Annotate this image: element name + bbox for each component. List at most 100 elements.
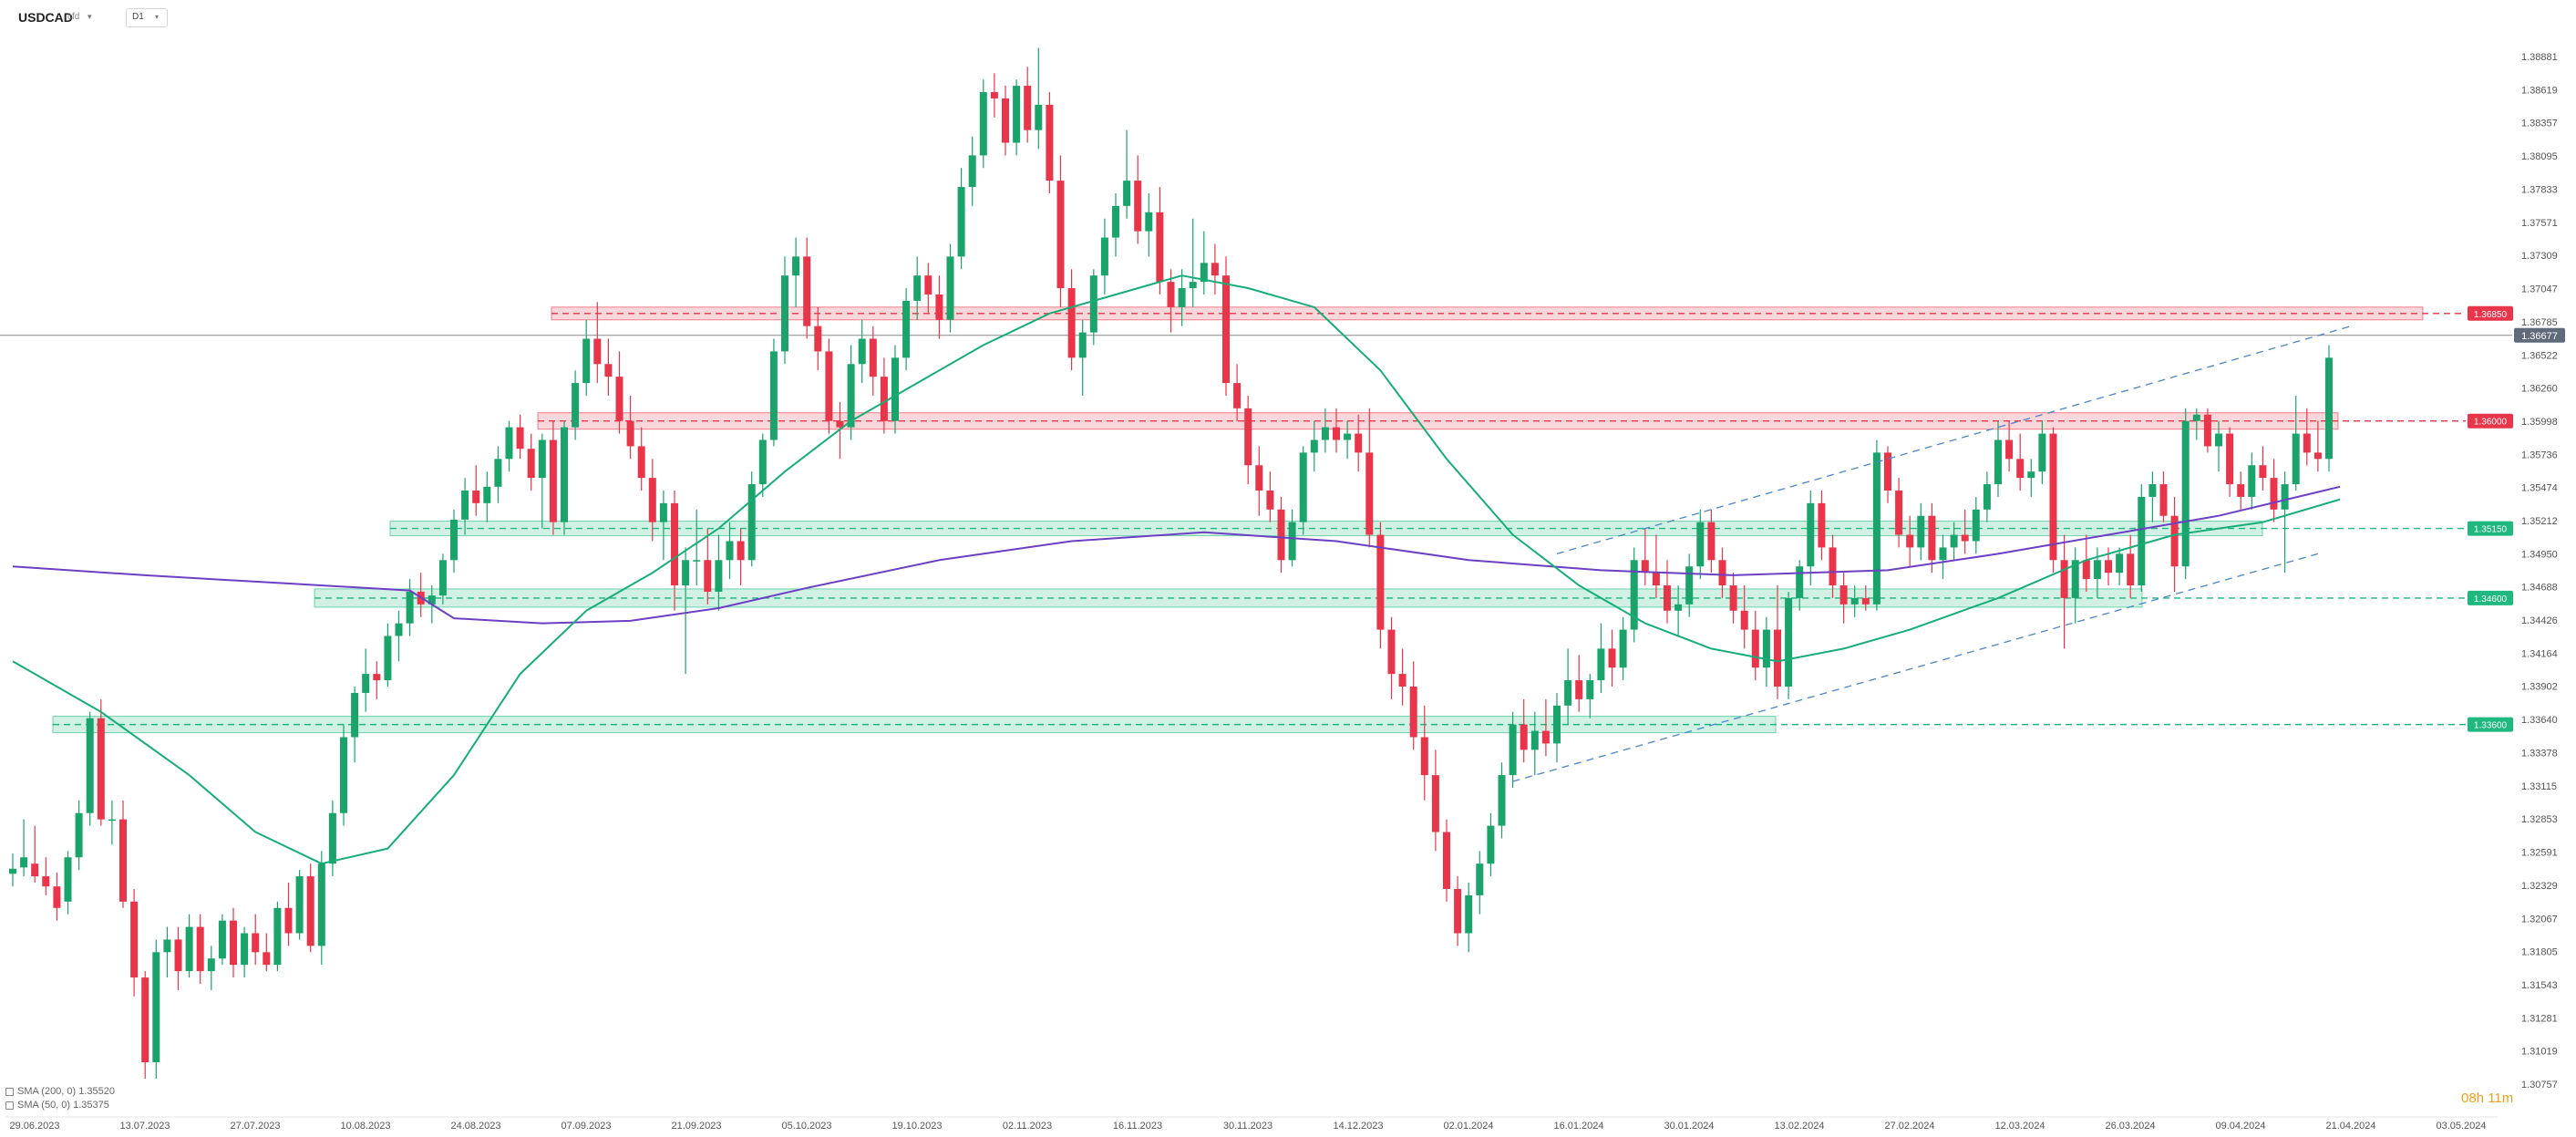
x-tick-label: 03.05.2024 [2436,1121,2486,1132]
sma200-line [12,485,2341,625]
candle-body [538,439,546,479]
candle-body [1917,515,1925,548]
x-tick-label: 13.02.2024 [1774,1121,1824,1132]
legend-row[interactable]: SMA (200, 0) 1.35520 [5,1085,115,1099]
level-badge-label: 1.36850 [2474,310,2508,320]
candle-body [31,863,39,877]
y-tick-label: 1.31019 [2521,1047,2558,1058]
y-tick-label: 1.33115 [2521,781,2557,792]
x-tick-label: 02.01.2024 [1443,1121,1493,1132]
y-tick-label: 1.38357 [2521,119,2558,129]
candle-body [604,364,613,377]
candle-body [1431,775,1439,832]
y-tick-label: 1.38095 [2521,151,2558,162]
symbol-label[interactable]: USDCAD [18,10,73,25]
candle-body [1454,888,1462,934]
y-tick-label: 1.31805 [2521,947,2558,958]
candle-body [295,876,304,934]
x-tick-label: 29.06.2023 [9,1121,59,1132]
candle-body [2237,484,2245,497]
candle-body [671,502,678,586]
candle-body [1553,705,1561,744]
candle-body [572,383,580,428]
y-tick-label: 1.37571 [2521,218,2558,229]
candle-body [328,812,336,864]
indicator-lines [12,274,2352,865]
candle-body [2127,553,2135,586]
candle-body [461,490,469,520]
candle-body [2016,459,2025,479]
candle-body [1619,629,1627,668]
x-tick-label: 30.01.2024 [1664,1121,1714,1132]
candle-body [2071,560,2079,598]
candle-body [1002,98,1009,143]
candle-body [1861,597,1870,605]
x-tick-label: 24.08.2023 [450,1121,500,1132]
candle-body [2181,420,2190,567]
price-axis: 1.38881 1.38619 1.38357 1.38095 1.37833 1.375… [2468,52,2565,1090]
candle-body [1762,629,1770,668]
x-tick-label: 05.10.2023 [781,1121,831,1132]
countdown-minutes: 11m [2488,1090,2514,1106]
candle-body [273,907,282,966]
timeframe-label: D1 [132,12,144,22]
y-tick-label: 1.31281 [2521,1013,2558,1024]
candle-body [2203,414,2211,447]
x-tick-label: 21.09.2023 [671,1121,721,1132]
candle-body [637,446,645,479]
y-tick-label: 1.30757 [2521,1080,2558,1090]
candle-body [593,338,602,365]
candle-body [549,439,557,522]
candle-body [891,357,899,421]
level-zone [52,716,1777,734]
y-tick-label: 1.32067 [2521,914,2558,925]
candle-body [1652,573,1660,586]
level-badge-label: 1.35150 [2474,525,2508,535]
x-tick-label: 26.03.2024 [2105,1121,2155,1132]
candle-body [858,338,866,365]
settings-icon[interactable] [5,1088,14,1096]
candle-body [196,926,204,972]
candle-body [659,502,667,522]
candle-body [2060,560,2068,598]
chart-toolbar: USDCAD cfd ▾ D1 ▾ [0,0,2576,36]
candle-body [1939,547,1947,561]
candle-body [1420,737,1428,776]
candle-body [648,478,656,522]
settings-icon[interactable] [5,1101,14,1110]
candle-body [682,560,690,586]
candle-body [1476,863,1484,895]
candle-body [1035,104,1043,130]
chevron-down-icon[interactable]: ▾ [88,12,92,21]
candle-body [527,449,535,479]
candle-body [1608,648,1616,668]
candle-body [1807,502,1815,567]
y-tick-label: 1.37309 [2521,251,2558,262]
candle-body [1089,275,1097,333]
y-tick-label: 1.36260 [2521,384,2558,395]
candle-body [1443,832,1450,889]
candle-body [968,155,976,188]
candle-body [1498,775,1506,826]
candle-body [130,901,139,978]
candle-body [306,876,314,946]
candle-body [207,958,215,972]
candle-body [483,486,491,503]
candle-body [1365,452,1374,535]
candle-body [1674,604,1683,611]
candle-body [2325,357,2333,460]
candle-body [1355,433,1363,453]
candle-body [758,439,767,485]
candle-body [1630,560,1638,630]
candle-body [438,560,447,596]
legend-row[interactable]: SMA (50, 0) 1.35375 [5,1099,115,1112]
candle-body [2248,465,2256,497]
timeframe-select[interactable]: D1 ▾ [126,8,168,27]
candle-body [1222,275,1230,384]
channel-upper-line [1556,326,2352,554]
candle-body [1211,263,1219,276]
candle-body [1376,534,1385,630]
candle-body [1266,490,1274,510]
candle-body [20,857,28,868]
